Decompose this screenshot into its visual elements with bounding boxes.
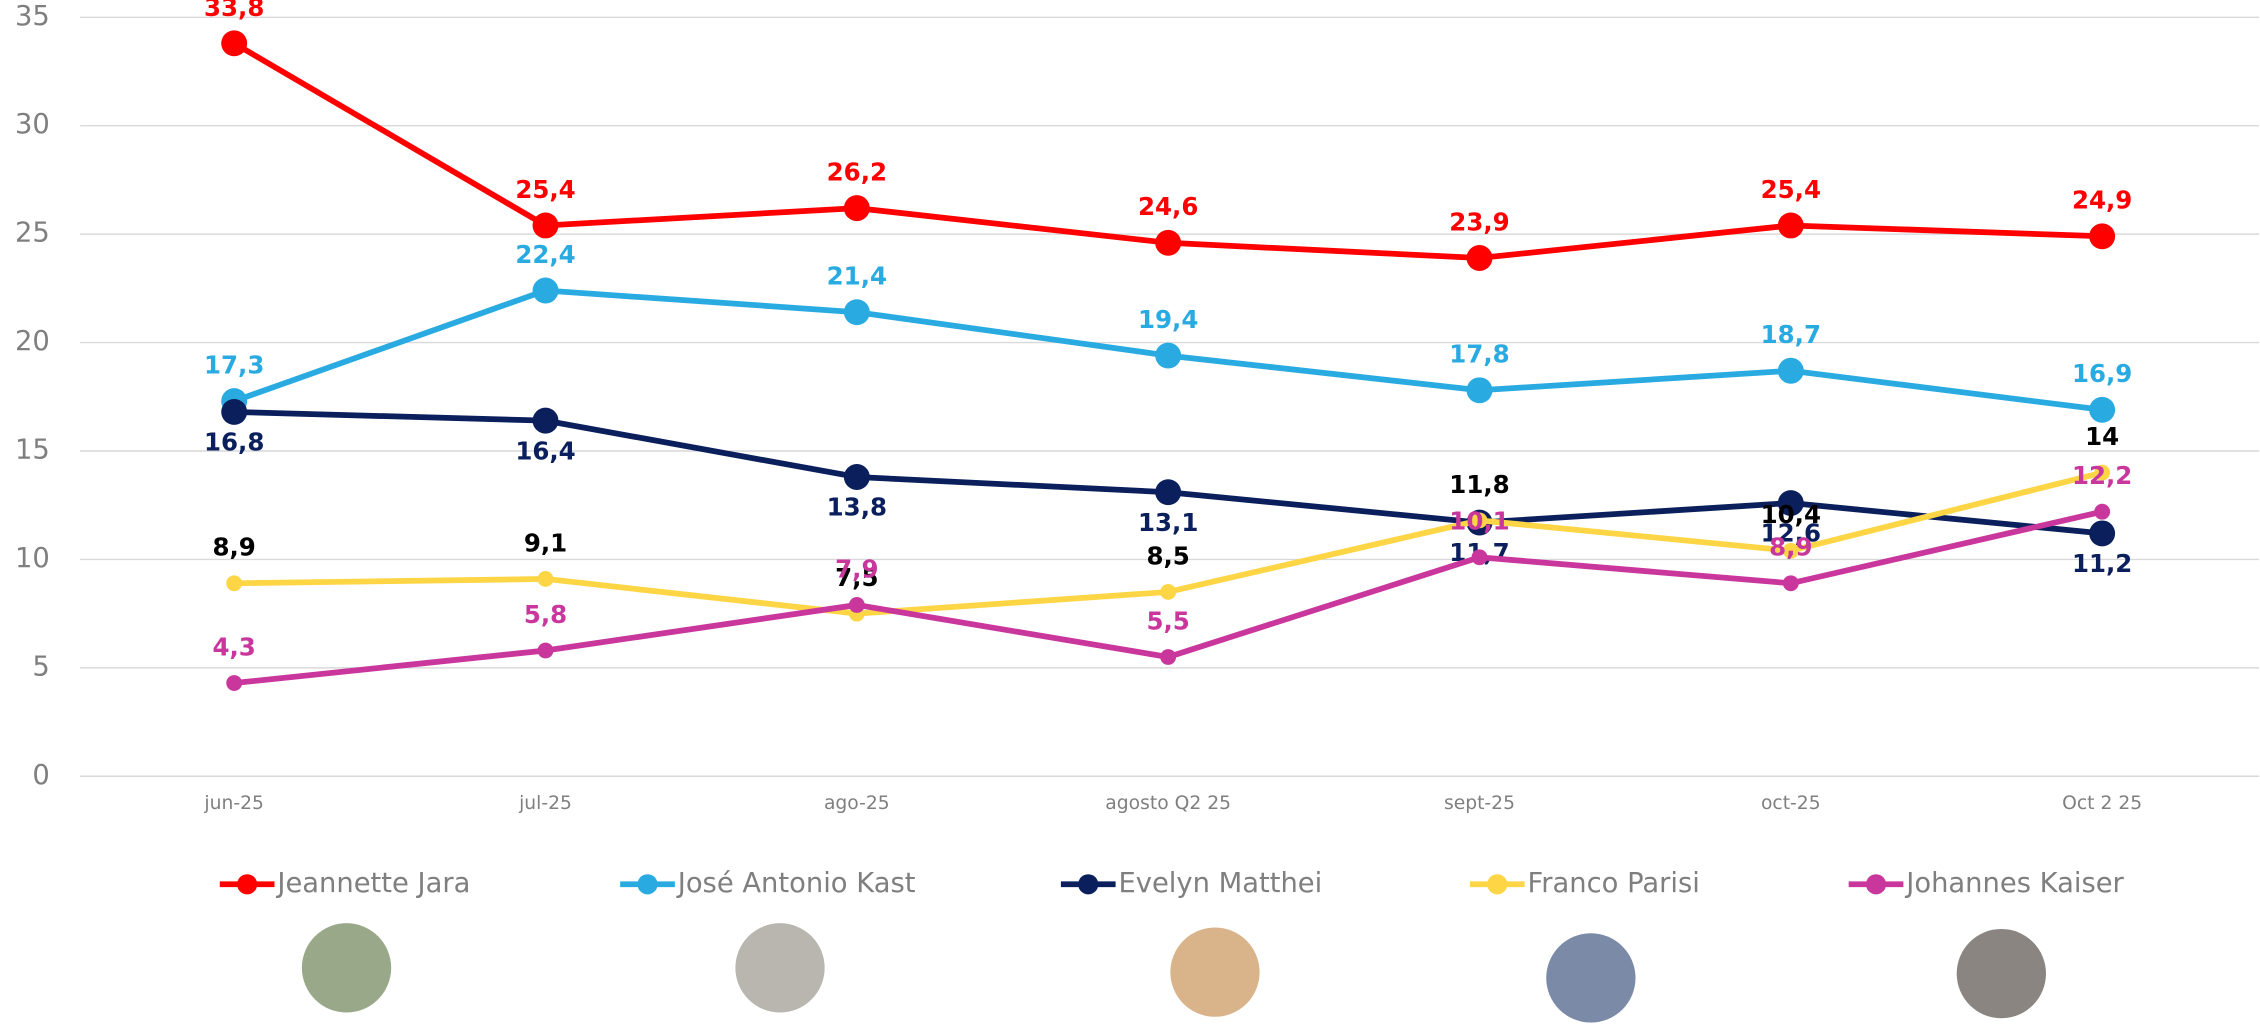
data-label: 25,4 [515, 175, 575, 204]
photo [302, 923, 391, 1012]
data-label: 18,7 [1761, 320, 1821, 349]
data-label: 24,6 [1138, 192, 1198, 221]
y-tick-label: 0 [32, 760, 49, 791]
data-point [844, 464, 870, 490]
data-label: 26,2 [827, 158, 887, 187]
data-label: 11,2 [2072, 549, 2132, 578]
data-point [2094, 504, 2110, 520]
data-label: 8,9 [213, 533, 256, 562]
data-label: 17,3 [204, 351, 264, 380]
x-tick-label: jun-25 [203, 793, 264, 814]
series: 33,8 25,4 26,2 24,6 23,9 25,4 24,9 [204, 0, 2132, 271]
line [234, 43, 2102, 258]
x-tick-label: ago-25 [824, 793, 890, 814]
data-point [1467, 377, 1493, 403]
y-tick-label: 35 [15, 1, 50, 32]
data-point [538, 643, 554, 659]
x-tick-label: Oct 2 25 [2062, 793, 2142, 814]
legend-label: Evelyn Matthei [1118, 868, 1322, 899]
chart: 0 5 10 15 20 25 30 35 jun-25 jul-25 ago-25 agosto Q… [0, 0, 2260, 1024]
data-point [1467, 245, 1493, 271]
data-label: 23,9 [1449, 207, 1509, 236]
data-point [533, 408, 559, 434]
data-point [538, 571, 554, 587]
data-label: 22,4 [515, 240, 575, 269]
legend-swatch [1487, 874, 1507, 894]
data-point [1472, 549, 1488, 565]
data-label: 8,5 [1146, 541, 1189, 570]
legend-label: Jeannette Jara [275, 868, 470, 899]
data-point [844, 195, 870, 221]
data-point [1160, 649, 1176, 665]
photo [735, 923, 824, 1012]
data-label: 8,9 [1769, 533, 1812, 562]
page: 0 5 10 15 20 25 30 35 jun-25 jul-25 ago-25 agosto Q… [0, 0, 2260, 1024]
y-tick-label: 10 [15, 543, 50, 574]
data-point [533, 278, 559, 304]
x-tick-label: jul-25 [518, 793, 572, 814]
data-point [2089, 397, 2115, 423]
y-tick-label: 15 [15, 434, 50, 465]
data-label: 5,5 [1146, 606, 1189, 635]
data-point [2089, 223, 2115, 249]
data-point [226, 575, 242, 591]
data-label: 7,9 [835, 554, 878, 583]
data-label: 14 [2085, 422, 2119, 451]
data-point [1160, 584, 1176, 600]
data-point [533, 213, 559, 239]
data-label: 17,8 [1449, 340, 1509, 369]
data-label: 25,4 [1761, 175, 1821, 204]
photo [1170, 928, 1259, 1017]
data-point [1155, 479, 1181, 505]
data-point [226, 675, 242, 691]
data-point [221, 399, 247, 425]
data-label: 10,1 [1449, 507, 1509, 536]
data-point [1155, 343, 1181, 369]
data-label: 19,4 [1138, 305, 1198, 334]
data-point [849, 597, 865, 613]
legend-swatch [637, 874, 657, 894]
y-tick-label: 30 [15, 109, 50, 140]
data-point [1778, 358, 1804, 384]
legend-swatch [237, 874, 257, 894]
y-tick-label: 20 [15, 326, 50, 357]
data-label: 24,9 [2072, 186, 2132, 215]
data-label: 13,1 [1138, 508, 1198, 537]
legend-label: Johannes Kaiser [1904, 868, 2124, 899]
data-label: 33,8 [204, 0, 264, 22]
photo [1957, 929, 2046, 1018]
y-tick-label: 5 [32, 651, 49, 682]
data-label: 9,1 [524, 528, 567, 557]
legend-swatch [1866, 874, 1886, 894]
x-tick-label: agosto Q2 25 [1105, 793, 1231, 814]
data-label: 4,3 [213, 632, 256, 661]
photos [302, 923, 2046, 1022]
y-tick-label: 25 [15, 218, 50, 249]
data-point [221, 30, 247, 56]
data-point [1778, 213, 1804, 239]
data-label: 11,8 [1449, 470, 1509, 499]
legend-label: José Antonio Kast [676, 868, 916, 899]
x-tick-label: oct-25 [1761, 793, 1821, 814]
data-label: 10,4 [1761, 500, 1821, 529]
data-label: 16,4 [515, 436, 575, 465]
data-label: 5,8 [524, 600, 567, 629]
data-label: 21,4 [827, 262, 887, 291]
legend-swatch [1078, 874, 1098, 894]
photo [1546, 933, 1635, 1022]
x-tick-label: sept-25 [1444, 793, 1515, 814]
data-point [1783, 575, 1799, 591]
data-label: 12,2 [2072, 461, 2132, 490]
data-label: 16,9 [2072, 359, 2132, 388]
data-point [2089, 520, 2115, 546]
data-point [844, 299, 870, 325]
data-point [1155, 230, 1181, 256]
data-label: 13,8 [827, 493, 887, 522]
data-label: 16,8 [204, 428, 264, 457]
legend-label: Franco Parisi [1528, 868, 1700, 899]
series: 17,3 22,4 21,4 19,4 17,8 18,7 16,9 [204, 240, 2132, 423]
